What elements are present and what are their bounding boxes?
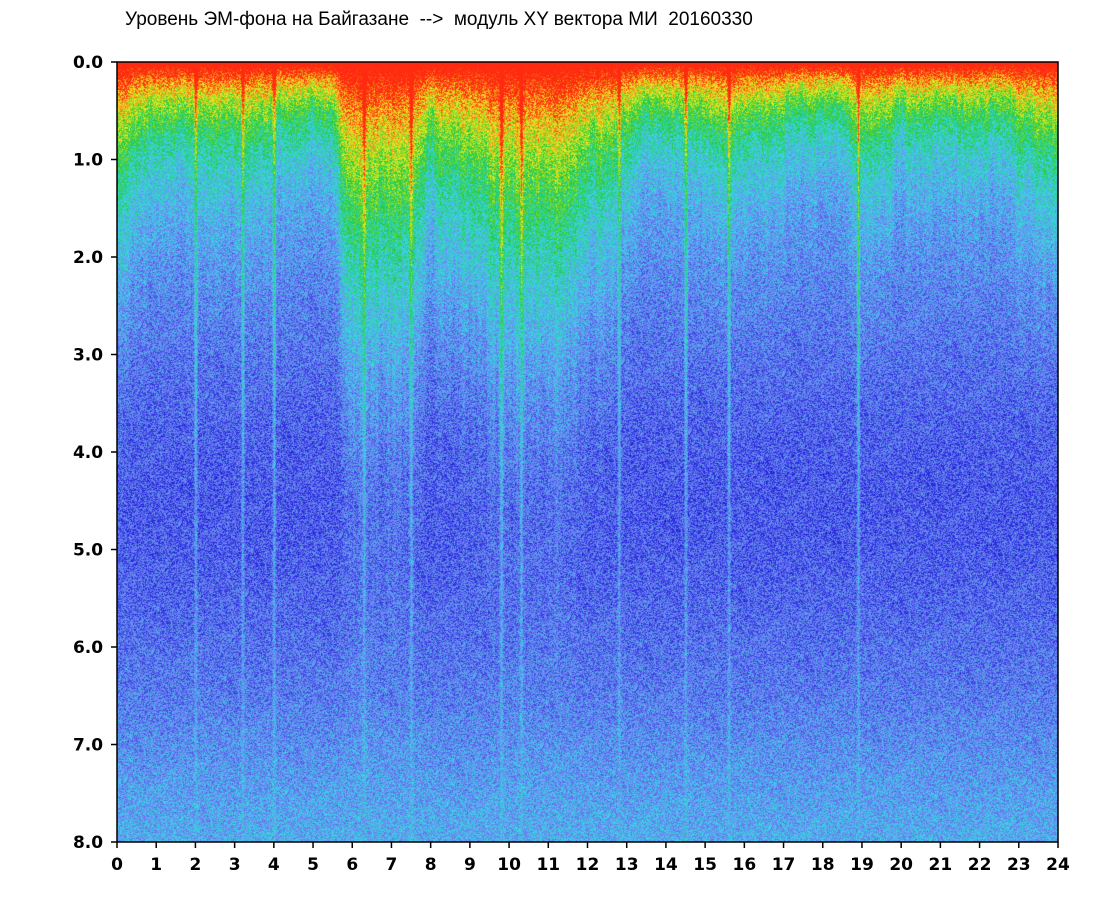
x-tick-label: 13 <box>615 855 639 875</box>
x-tick-label: 6 <box>346 855 358 875</box>
x-tick-label: 4 <box>268 855 280 875</box>
x-tick-label: 12 <box>576 855 600 875</box>
x-tick-label: 9 <box>464 855 476 875</box>
x-tick-label: 17 <box>772 855 796 875</box>
x-tick-label: 24 <box>1046 855 1070 875</box>
x-tick-label: 2 <box>189 855 201 875</box>
x-tick-label: 10 <box>497 855 521 875</box>
heatmap-plot-area <box>117 62 1058 842</box>
x-tick-label: 16 <box>732 855 756 875</box>
x-tick-label: 11 <box>536 855 560 875</box>
y-tick-label: 0.0 <box>73 53 103 73</box>
x-tick-label: 3 <box>229 855 241 875</box>
y-tick-label: 7.0 <box>73 736 103 756</box>
x-tick-label: 22 <box>968 855 992 875</box>
y-tick-label: 2.0 <box>73 248 103 268</box>
y-tick-label: 4.0 <box>73 443 103 463</box>
x-tick-label: 21 <box>929 855 953 875</box>
x-tick-label: 0 <box>111 855 123 875</box>
y-tick-label: 1.0 <box>73 151 103 171</box>
x-tick-label: 1 <box>150 855 162 875</box>
y-axis: 0.0 1.0 2.0 3.0 4.0 5.0 6.0 7.0 8.0 <box>73 53 117 853</box>
x-tick-label: 14 <box>654 855 678 875</box>
plot-frame <box>116 61 1059 843</box>
x-axis: 0 1 2 3 4 5 6 7 8 9 10 11 12 13 14 15 16 17 18 19 20 21 22 23 24 <box>111 842 1070 875</box>
x-tick-label: 20 <box>889 855 913 875</box>
x-tick-label: 8 <box>425 855 437 875</box>
y-tick-label: 6.0 <box>73 638 103 658</box>
x-tick-label: 7 <box>386 855 398 875</box>
y-tick-label: 8.0 <box>73 833 103 853</box>
x-tick-label: 19 <box>850 855 874 875</box>
x-tick-label: 18 <box>811 855 835 875</box>
y-tick-label: 5.0 <box>73 541 103 561</box>
x-tick-label: 5 <box>307 855 319 875</box>
y-tick-label: 3.0 <box>73 346 103 366</box>
x-tick-label: 23 <box>1007 855 1031 875</box>
chart-title: Уровень ЭМ-фона на Байгазане --> модуль … <box>125 9 753 30</box>
x-tick-label: 15 <box>693 855 717 875</box>
